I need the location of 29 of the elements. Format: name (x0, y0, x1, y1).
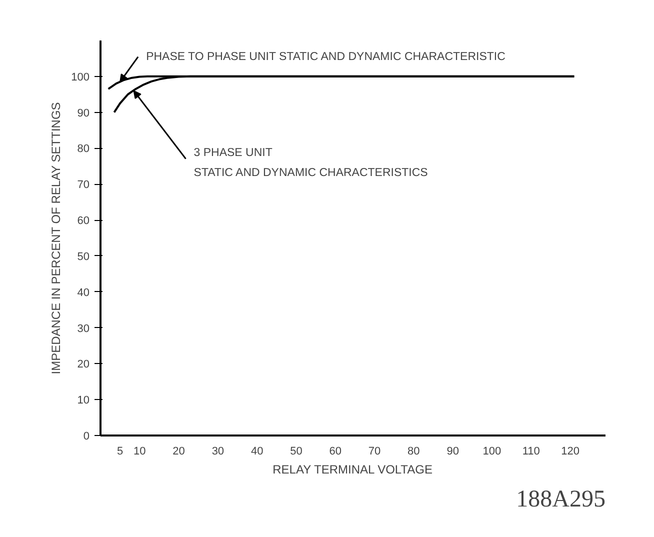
y-tick-label: 10 (77, 394, 90, 407)
y-tick-label: 100 (71, 71, 90, 84)
y-tick-label: 80 (77, 143, 90, 156)
x-tick-label: 110 (522, 446, 540, 458)
y-tick-label: 0 (83, 430, 90, 442)
annotation: 3 PHASE UNIT STATIC AND DYNAMIC CHARACTERISTICS (194, 146, 428, 179)
x-tick-label: 40 (250, 446, 264, 458)
y-tick-label: 20 (77, 358, 90, 371)
y-tick-label: 40 (77, 286, 90, 299)
y-tick-label: 60 (77, 215, 90, 228)
x-axis-title: RELAY TERMINAL VOLTAGE (272, 462, 432, 476)
x-tick-label: 80 (408, 446, 420, 458)
x-tick-label: 10 (134, 446, 146, 458)
x-tick-label: 120 (561, 446, 580, 458)
y-tick-label: 50 (77, 250, 90, 263)
x-tick-label: 30 (212, 446, 224, 458)
y-tick-label: 30 (77, 322, 90, 335)
text: 188A295 (516, 486, 606, 512)
x-tick-label: 5 (117, 446, 124, 458)
x-tick-label: 100 (482, 446, 502, 458)
y-tick-label: 90 (77, 107, 90, 120)
x-tick-label: 50 (290, 446, 302, 458)
x-tick-label: 70 (368, 446, 381, 458)
annotation: PHASE TO PHASE UNIT STATIC AND DYNAMIC CHARACTERISTIC (146, 50, 506, 63)
y-axis-title: IMPEDANCE IN PERCENT OF RELAY SETTINGS (49, 102, 64, 374)
y-tick-label: 70 (77, 179, 90, 192)
x-tick-label: 90 (446, 446, 459, 458)
x-tick-label: 60 (329, 446, 342, 458)
x-tick-label: 20 (172, 446, 185, 458)
